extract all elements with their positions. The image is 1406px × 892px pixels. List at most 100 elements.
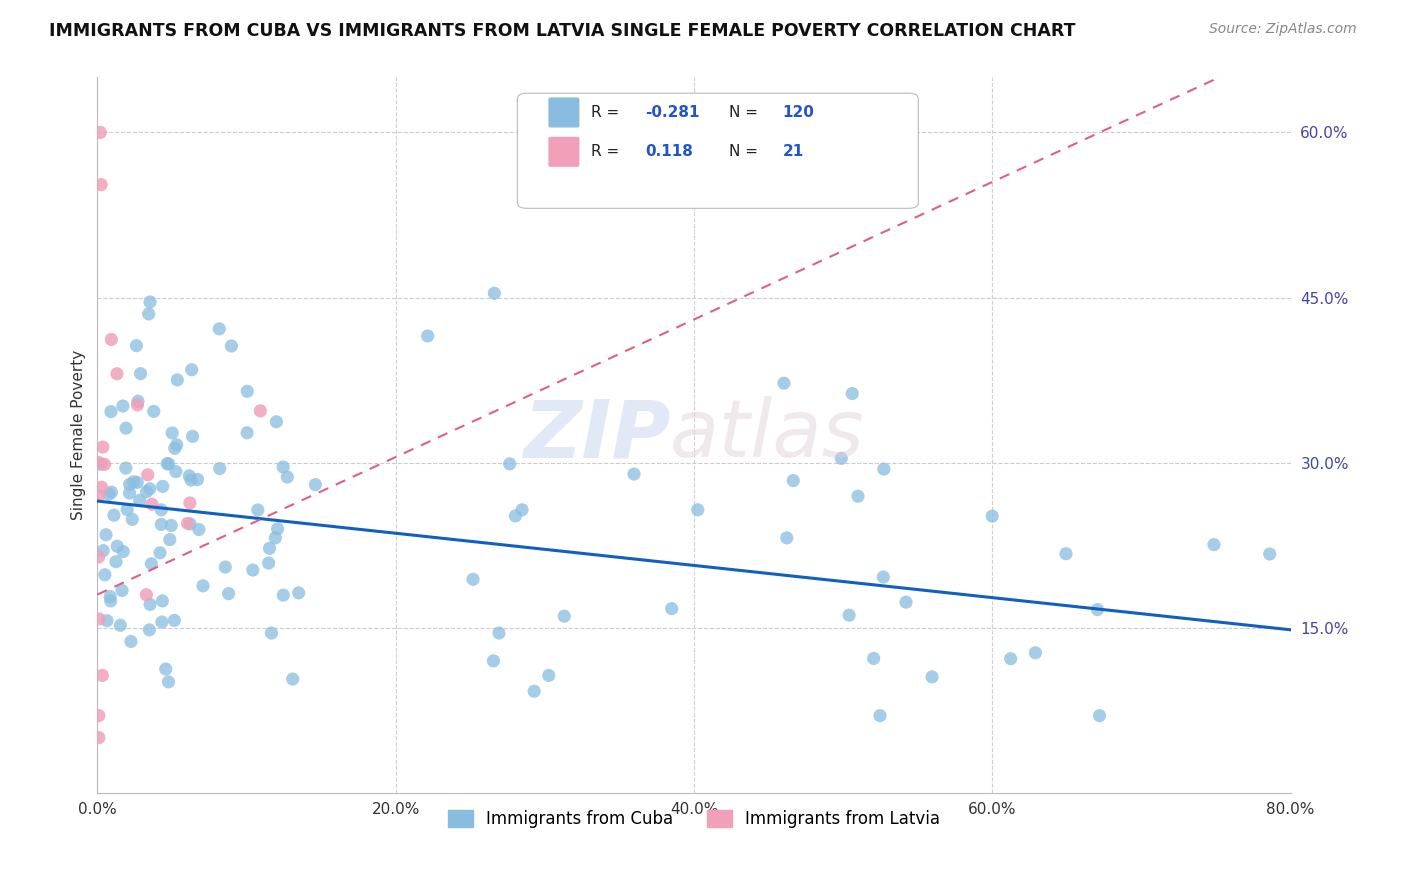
Point: [100, 485, 122, 500]
Point: [1202, 538, 1225, 552]
Point: [782, 474, 804, 488]
Point: [91, 668, 114, 682]
Point: [304, 477, 326, 491]
Point: [869, 708, 891, 723]
Point: [488, 626, 510, 640]
Point: [160, 518, 183, 533]
Point: [841, 386, 863, 401]
Point: [135, 484, 157, 499]
Point: [89, 125, 111, 139]
Point: [505, 508, 527, 523]
Point: [100, 594, 122, 608]
Point: [122, 475, 145, 489]
Point: [179, 516, 201, 531]
Point: [128, 493, 150, 508]
Point: [90, 480, 112, 494]
Point: [135, 588, 157, 602]
Point: [179, 468, 201, 483]
Point: [98, 590, 121, 604]
Point: [91, 543, 114, 558]
Point: [776, 531, 799, 545]
Point: [830, 451, 852, 466]
Point: [157, 674, 180, 689]
Point: [921, 670, 943, 684]
Point: [257, 556, 280, 570]
Point: [846, 489, 869, 503]
Text: 120: 120: [782, 105, 814, 120]
Point: [156, 457, 179, 471]
Text: N =: N =: [728, 145, 762, 160]
Point: [115, 421, 138, 435]
Point: [287, 586, 309, 600]
Point: [90, 458, 112, 472]
Point: [1024, 646, 1046, 660]
Point: [112, 544, 135, 558]
Text: 21: 21: [782, 145, 803, 160]
Point: [163, 613, 186, 627]
Point: [166, 373, 188, 387]
Point: [97, 487, 120, 501]
Point: [1087, 602, 1109, 616]
Point: [110, 618, 132, 632]
Point: [179, 496, 201, 510]
Point: [87, 456, 110, 470]
Point: [218, 587, 240, 601]
Text: 0.118: 0.118: [645, 145, 693, 160]
Point: [121, 512, 143, 526]
Point: [150, 517, 173, 532]
Text: R =: R =: [592, 145, 624, 160]
Point: [260, 626, 283, 640]
Point: [105, 539, 128, 553]
Point: [118, 477, 141, 491]
Point: [416, 329, 439, 343]
Point: [838, 608, 860, 623]
Point: [157, 457, 180, 471]
Point: [276, 470, 298, 484]
Point: [96, 614, 118, 628]
Point: [127, 394, 149, 409]
Point: [537, 668, 560, 682]
Point: [523, 684, 546, 698]
Point: [271, 460, 294, 475]
FancyBboxPatch shape: [548, 97, 579, 128]
Point: [180, 473, 202, 487]
Point: [149, 546, 172, 560]
Point: [246, 503, 269, 517]
Point: [138, 307, 160, 321]
Point: [136, 467, 159, 482]
Point: [176, 516, 198, 531]
Point: [249, 404, 271, 418]
FancyBboxPatch shape: [548, 136, 579, 167]
Point: [118, 486, 141, 500]
Point: [150, 615, 173, 629]
Point: [686, 502, 709, 516]
Point: [127, 475, 149, 490]
Text: Source: ZipAtlas.com: Source: ZipAtlas.com: [1209, 22, 1357, 37]
Point: [1258, 547, 1281, 561]
Point: [242, 563, 264, 577]
Point: [264, 531, 287, 545]
Point: [125, 338, 148, 352]
Point: [165, 465, 187, 479]
Legend: Immigrants from Cuba, Immigrants from Latvia: Immigrants from Cuba, Immigrants from La…: [441, 803, 946, 834]
Text: R =: R =: [592, 105, 624, 120]
Point: [461, 572, 484, 586]
Point: [872, 570, 894, 584]
Point: [186, 473, 208, 487]
Point: [214, 560, 236, 574]
Point: [163, 442, 186, 456]
Point: [155, 662, 177, 676]
Point: [139, 482, 162, 496]
Point: [160, 425, 183, 440]
Point: [105, 367, 128, 381]
Point: [150, 503, 173, 517]
Point: [873, 462, 896, 476]
Point: [208, 322, 231, 336]
FancyBboxPatch shape: [517, 93, 918, 209]
Point: [114, 461, 136, 475]
Point: [773, 376, 796, 391]
Point: [87, 708, 110, 723]
Point: [127, 398, 149, 412]
Point: [142, 404, 165, 418]
Point: [139, 294, 162, 309]
